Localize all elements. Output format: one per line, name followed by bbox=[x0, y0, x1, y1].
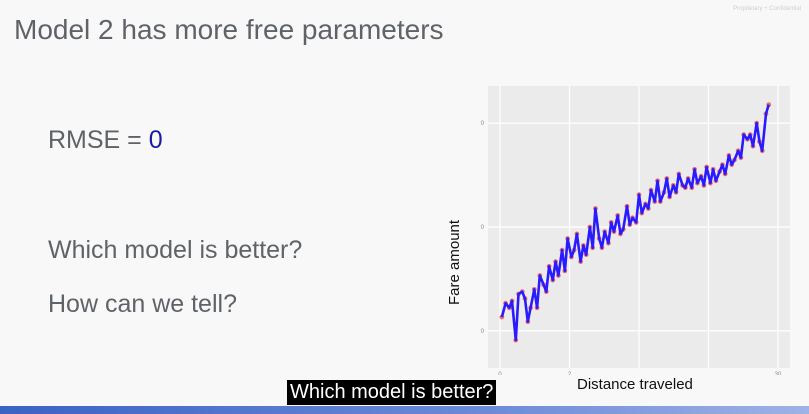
fare-chart: 0 0 0 0 2 30 bbox=[481, 86, 790, 375]
x-axis-ticks: 0 2 30 bbox=[498, 372, 782, 375]
x-tick-label: 2 bbox=[568, 372, 572, 375]
question-which-model: Which model is better? bbox=[48, 236, 303, 264]
rmse-label: RMSE = bbox=[48, 126, 149, 154]
y-tick-label: 0 bbox=[481, 225, 485, 231]
y-axis-label: Fare amount bbox=[446, 219, 463, 305]
fare-series-line bbox=[500, 104, 770, 342]
grid-lines bbox=[488, 86, 790, 368]
x-axis-label: Distance traveled bbox=[577, 376, 693, 393]
confidential-label: Proprietary + Confidential bbox=[733, 6, 801, 12]
y-axis-ticks: 0 0 0 bbox=[481, 121, 485, 335]
x-tick-label: 0 bbox=[498, 372, 502, 375]
subtitle-caption: Which model is better? bbox=[287, 380, 497, 405]
question-how-tell: How can we tell? bbox=[48, 290, 237, 318]
bottom-accent-bar bbox=[0, 406, 809, 414]
y-tick-label: 0 bbox=[481, 329, 485, 335]
x-tick-label: 30 bbox=[775, 372, 782, 375]
rmse-value: 0 bbox=[148, 126, 163, 154]
rmse-text: RMSE = 0 bbox=[48, 126, 163, 155]
y-tick-label: 0 bbox=[481, 121, 485, 127]
slide-title: Model 2 has more free parameters bbox=[14, 14, 444, 45]
